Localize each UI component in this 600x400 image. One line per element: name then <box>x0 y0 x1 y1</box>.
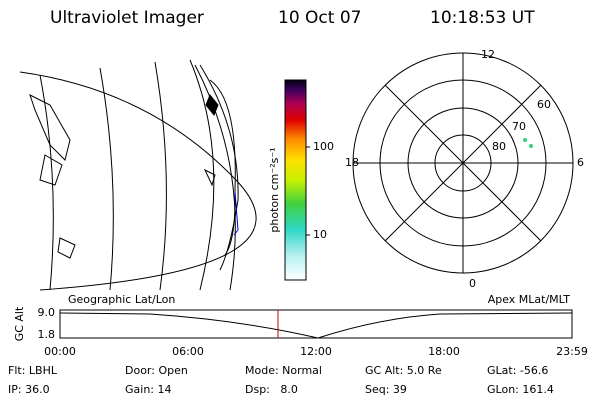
colorbar-label: photon cm⁻²s⁻¹ <box>268 147 281 232</box>
info-field: Door: Open <box>125 364 188 377</box>
lat-label: 70 <box>512 120 526 133</box>
time-label: 12:00 <box>300 345 332 358</box>
info-field: GC Alt: 5.0 Re <box>365 364 442 377</box>
y-tick-label: 1.8 <box>38 328 56 341</box>
mlt-label: 6 <box>577 156 584 169</box>
instrument: Ultraviolet Imager <box>50 8 204 28</box>
lat-label: 80 <box>492 140 506 153</box>
colorbar <box>284 79 307 281</box>
time-label: 23:59 <box>556 345 588 358</box>
info-field: GLat: -56.6 <box>487 364 548 377</box>
info-panel: Flt: LBHL Door: Open Mode: Normal GC Alt: 5… <box>8 364 554 396</box>
info-field: Mode: Normal <box>245 364 322 377</box>
info-field: Gain: 14 <box>125 383 172 396</box>
mlt-label: 0 <box>469 277 476 290</box>
aurora-spot <box>523 138 527 142</box>
altitude-curve <box>59 312 573 339</box>
time-label: 00:00 <box>44 345 76 358</box>
map <box>19 59 257 291</box>
aurora-spot <box>529 144 533 148</box>
info-field: GLon: 161.4 <box>487 383 554 396</box>
date: 10 Oct 07 <box>278 8 361 28</box>
time-label: 18:00 <box>428 345 460 358</box>
left-label: Geographic Lat/Lon <box>68 293 175 306</box>
right-label: Apex MLat/MLT <box>488 293 571 306</box>
info-field: Flt: LBHL <box>8 364 58 377</box>
colorbar-tick-label: 10 <box>313 228 327 241</box>
time: 10:18:53 UT <box>430 8 535 28</box>
info-field: IP: 36.0 <box>8 383 50 396</box>
colorbar-tick-label: 100 <box>313 140 334 153</box>
y-tick-label: 9.0 <box>38 306 56 319</box>
time-label: 06:00 <box>172 345 204 358</box>
info-field: Seq: 39 <box>365 383 407 396</box>
polar-grid <box>352 52 574 274</box>
lat-label: 60 <box>537 98 551 111</box>
y-label: GC Alt <box>13 306 26 341</box>
mlt-label: 12 <box>481 48 495 61</box>
mlt-label: 18 <box>345 156 359 169</box>
info-field: Dsp: 8.0 <box>245 383 298 396</box>
